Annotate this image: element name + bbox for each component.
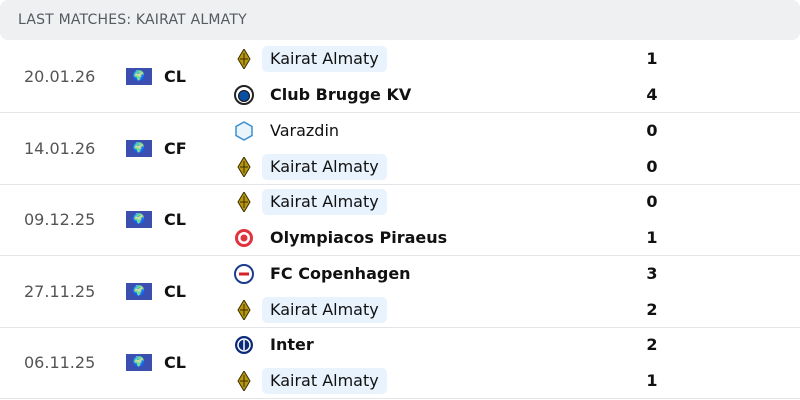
team-score: 1 [646,49,658,68]
team-away[interactable]: Kairat Almaty 0 [232,153,792,180]
team-home[interactable]: Varazdin 0 [232,118,792,144]
kairat-logo-icon [234,192,254,212]
inter-logo-icon [234,335,254,355]
team-score: 1 [646,228,658,247]
competition-label: CL [164,210,186,229]
team-score: 0 [646,192,658,211]
team-name: Kairat Almaty [262,189,387,215]
kairat-logo-icon [234,49,254,69]
match-date: 09.12.25 [24,210,96,229]
world-flag-icon: 🌍 [126,211,152,228]
team-score: 2 [646,299,658,319]
competition-label: CL [164,67,186,86]
team-score: 2 [646,335,658,354]
team-name: Inter [270,335,314,354]
varazdin-logo-icon [234,120,254,141]
kairat-logo-icon [234,156,254,177]
team-name: Kairat Almaty [262,296,387,323]
team-home[interactable]: FC Copenhagen 3 [232,261,792,287]
section-header: LAST MATCHES: KAIRAT ALMATY [0,0,800,40]
match-row[interactable]: 20.01.26 🌍 CL Kairat Almaty 1 Club Brugg… [0,41,800,113]
team-name: Kairat Almaty [262,153,387,180]
team-name: Kairat Almaty [262,368,387,394]
match-date: 06.11.25 [24,353,96,372]
team-name: Olympiacos Piraeus [270,228,448,247]
team-score: 3 [646,263,658,283]
competition-label: CF [164,138,187,158]
match-row[interactable]: 27.11.25 🌍 CL FC Copenhagen 3 Kairat Alm… [0,256,800,328]
team-home[interactable]: Inter 2 [232,332,792,358]
team-name: Varazdin [270,120,340,140]
club-brugge-logo-icon [234,85,254,105]
match-date: 27.11.25 [24,281,96,301]
match-row[interactable]: 06.11.25 🌍 CL Inter 2 Kairat Almaty 1 [0,327,800,399]
kairat-logo-icon [234,299,254,320]
kairat-logo-icon [234,371,254,391]
team-away[interactable]: Club Brugge KV 4 [232,82,792,108]
copenhagen-logo-icon [234,263,254,284]
match-date: 20.01.26 [24,67,96,86]
team-score: 4 [646,85,658,104]
team-away[interactable]: Olympiacos Piraeus 1 [232,225,792,251]
competition-label: CL [164,281,186,301]
world-flag-icon: 🌍 [126,68,152,85]
team-score: 0 [646,120,658,140]
match-row[interactable]: 09.12.25 🌍 CL Kairat Almaty 0 Olympiacos… [0,184,800,256]
team-score: 0 [646,156,658,176]
team-away[interactable]: Kairat Almaty 1 [232,368,792,394]
world-flag-icon: 🌍 [126,139,152,157]
team-home[interactable]: Kairat Almaty 1 [232,46,792,72]
team-away[interactable]: Kairat Almaty 2 [232,296,792,323]
olympiacos-logo-icon [234,228,254,248]
team-score: 1 [646,371,658,390]
team-name: Kairat Almaty [262,46,387,72]
world-flag-icon: 🌍 [126,354,152,371]
world-flag-icon: 🌍 [126,282,152,300]
team-home[interactable]: Kairat Almaty 0 [232,189,792,215]
competition-label: CL [164,353,186,372]
match-row[interactable]: 14.01.26 🌍 CF Varazdin 0 Kairat Almaty 0 [0,113,800,185]
team-name: Club Brugge KV [270,85,412,104]
team-name: FC Copenhagen [270,263,411,283]
match-date: 14.01.26 [24,138,96,158]
